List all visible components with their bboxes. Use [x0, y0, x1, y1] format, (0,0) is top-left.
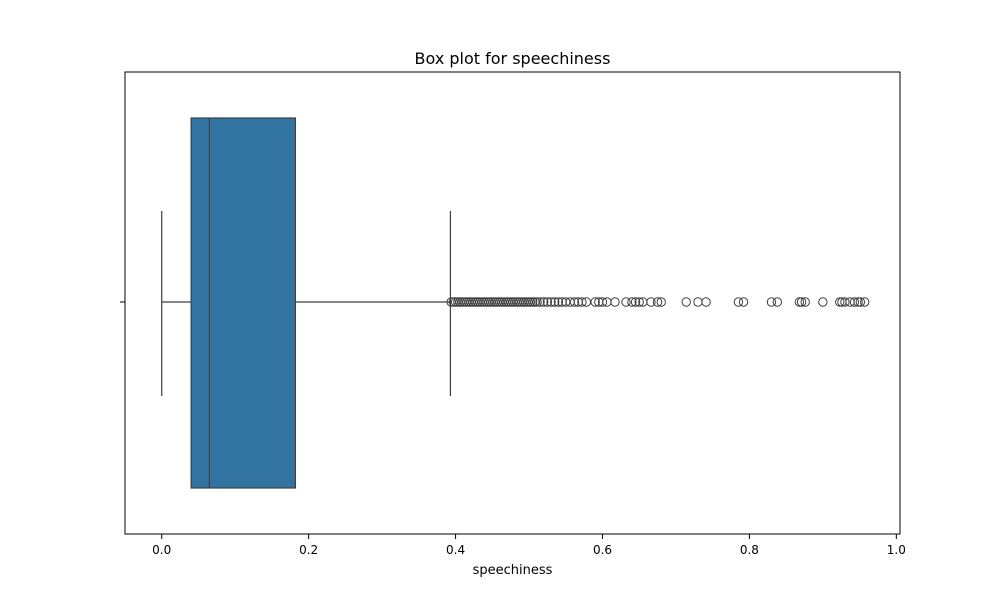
- outlier-point: [621, 297, 631, 307]
- x-tick-label: 0.4: [446, 543, 465, 557]
- outlier-point: [853, 297, 863, 307]
- x-tick-label: 1.0: [887, 543, 906, 557]
- iqr-box: [190, 117, 297, 489]
- outlier-point: [733, 297, 744, 307]
- outlier-point: [835, 297, 845, 307]
- x-axis-label: speechiness: [473, 563, 553, 578]
- outlier-point: [766, 297, 777, 307]
- outlier-point: [681, 297, 691, 307]
- outlier-point: [738, 297, 749, 307]
- outlier-point: [532, 297, 542, 307]
- outlier-point: [693, 297, 703, 307]
- outlier-point: [634, 297, 644, 307]
- outlier-point: [701, 297, 711, 307]
- outlier-point: [627, 297, 637, 307]
- outlier-point: [569, 297, 580, 307]
- outlier-point: [597, 297, 608, 307]
- outlier-point: [553, 297, 564, 307]
- plot-frame: [124, 71, 901, 535]
- x-axis: 0.0 0.2 0.4 0.6 0.8 1.0: [120, 301, 906, 557]
- outlier-point: [594, 297, 604, 307]
- outlier-point: [860, 297, 870, 307]
- plot-area: [161, 117, 870, 489]
- outlier-point: [855, 297, 866, 307]
- outlier-point: [656, 297, 666, 307]
- outlier-point: [546, 297, 556, 307]
- outlier-point: [539, 297, 549, 307]
- x-tick-label: 0.6: [593, 543, 612, 557]
- x-tick-label: 0.0: [152, 543, 171, 557]
- outlier-point: [528, 297, 538, 307]
- outlier-point: [630, 297, 641, 307]
- outlier-point: [796, 297, 807, 307]
- outlier-point: [590, 297, 600, 307]
- outlier-point: [525, 297, 536, 307]
- outlier-point: [772, 297, 783, 307]
- x-tick-label: 0.8: [740, 543, 759, 557]
- outlier-point: [535, 297, 545, 307]
- outlier-point: [610, 297, 620, 307]
- outlier-point: [646, 297, 656, 307]
- outlier-point: [800, 297, 810, 307]
- outlier-point: [794, 297, 805, 307]
- outlier-point: [840, 297, 850, 307]
- outlier-point: [573, 297, 583, 307]
- outlier-point: [652, 297, 663, 307]
- outlier-point: [577, 297, 587, 307]
- outlier-point: [550, 297, 560, 307]
- x-tick-label: 0.2: [299, 543, 318, 557]
- outlier-point: [818, 297, 828, 307]
- outlier-point: [542, 297, 553, 307]
- chart-title: Box plot for speechiness: [415, 49, 611, 68]
- outlier-point: [849, 297, 860, 307]
